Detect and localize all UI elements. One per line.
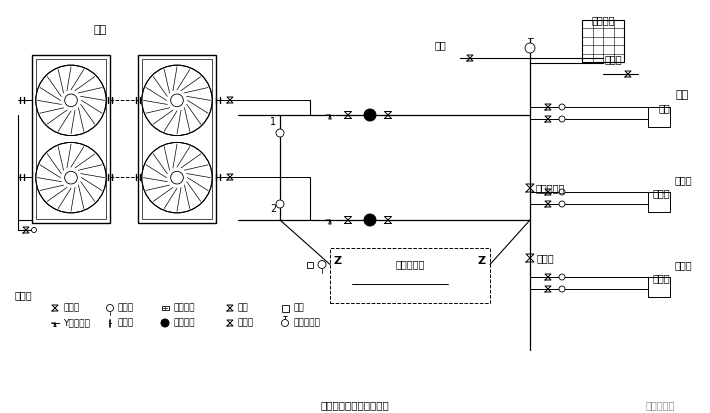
Text: 二通阀: 二通阀 xyxy=(652,188,670,198)
Circle shape xyxy=(161,319,169,327)
Bar xyxy=(281,304,288,311)
Text: 二通阀: 二通阀 xyxy=(675,175,693,185)
Text: 过接: 过接 xyxy=(293,304,304,313)
Circle shape xyxy=(31,228,36,233)
Bar xyxy=(142,59,212,219)
Circle shape xyxy=(276,129,284,137)
Text: 三机: 三机 xyxy=(94,25,106,35)
Text: 补水: 补水 xyxy=(434,40,446,50)
Text: 压力表: 压力表 xyxy=(118,304,134,313)
Circle shape xyxy=(559,116,565,122)
Circle shape xyxy=(559,189,565,195)
Circle shape xyxy=(559,104,565,110)
Text: 末端: 末端 xyxy=(675,90,688,100)
Text: 温度计: 温度计 xyxy=(118,318,134,328)
Bar xyxy=(648,107,670,127)
Circle shape xyxy=(276,200,284,208)
Circle shape xyxy=(525,43,535,53)
Circle shape xyxy=(170,94,183,107)
Circle shape xyxy=(559,201,565,207)
Bar xyxy=(582,20,624,62)
Text: 末端: 末端 xyxy=(658,103,670,113)
Text: 水流开关: 水流开关 xyxy=(173,304,195,313)
Text: 机组水路系统安装示意图: 机组水路系统安装示意图 xyxy=(321,400,389,410)
Circle shape xyxy=(36,65,106,135)
Bar xyxy=(307,261,313,268)
Bar xyxy=(138,55,216,223)
Text: 郭鹏学暖通: 郭鹏学暖通 xyxy=(645,400,675,410)
Text: 三通阀: 三通阀 xyxy=(652,273,670,283)
Text: 膨胀水箱: 膨胀水箱 xyxy=(591,15,615,25)
Bar xyxy=(32,55,110,223)
Text: 循环水泵: 循环水泵 xyxy=(173,318,195,328)
Circle shape xyxy=(318,261,326,268)
Text: 压差旁通阀: 压差旁通阀 xyxy=(536,183,565,193)
Circle shape xyxy=(142,142,212,213)
Text: 1: 1 xyxy=(270,117,276,127)
Circle shape xyxy=(106,304,114,311)
Text: Z: Z xyxy=(478,256,486,266)
Text: 2: 2 xyxy=(270,204,276,214)
Text: 泄水阀: 泄水阀 xyxy=(537,253,555,263)
Text: 三通阀: 三通阀 xyxy=(675,260,693,270)
Circle shape xyxy=(65,171,77,184)
Circle shape xyxy=(364,109,376,121)
Text: 上口阀: 上口阀 xyxy=(238,318,254,328)
Bar xyxy=(36,59,106,219)
Text: Y形过滤器: Y形过滤器 xyxy=(63,318,90,328)
Circle shape xyxy=(65,94,77,107)
Text: 闸阀: 闸阀 xyxy=(238,304,248,313)
Text: 图例：: 图例： xyxy=(15,290,33,300)
Text: 储能电热泵: 储能电热泵 xyxy=(395,259,425,270)
Bar xyxy=(648,277,670,297)
Bar xyxy=(161,306,168,310)
Text: 排污阀: 排污阀 xyxy=(604,54,622,64)
Circle shape xyxy=(559,286,565,292)
Circle shape xyxy=(170,171,183,184)
Circle shape xyxy=(364,214,376,226)
Circle shape xyxy=(281,320,288,327)
Bar xyxy=(648,192,670,212)
Text: 自动排气阀: 自动排气阀 xyxy=(293,318,320,328)
Circle shape xyxy=(36,142,106,213)
Circle shape xyxy=(559,274,565,280)
Text: 截止阀: 截止阀 xyxy=(63,304,79,313)
Text: Z: Z xyxy=(334,256,342,266)
Circle shape xyxy=(142,65,212,135)
Bar xyxy=(330,248,490,303)
